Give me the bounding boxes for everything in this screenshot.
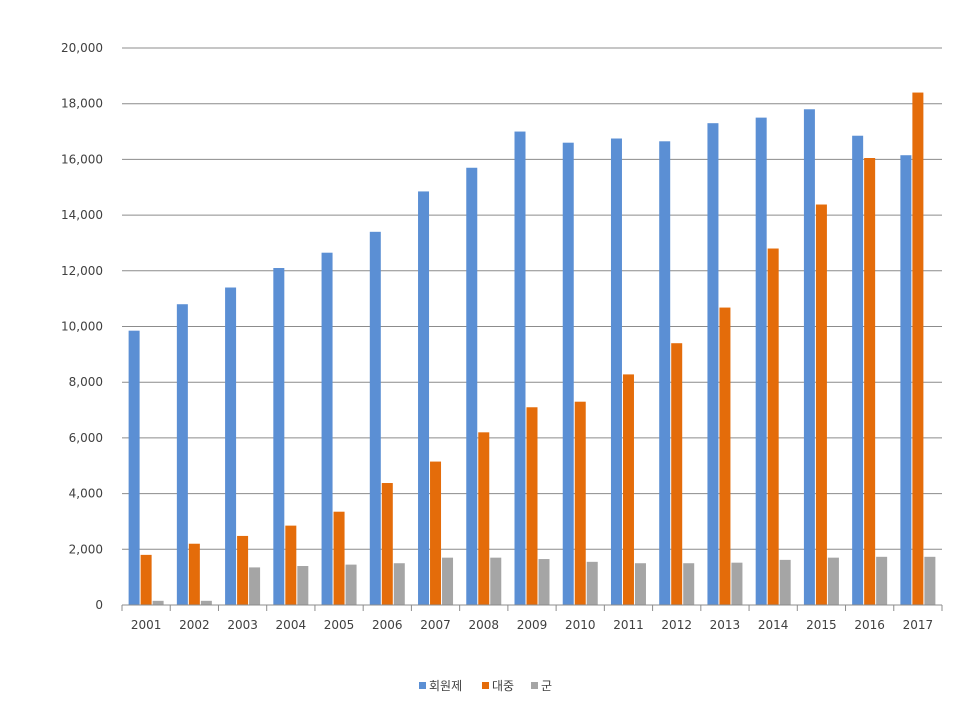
x-tick-label: 2011 — [613, 618, 644, 632]
y-tick-label: 4,000 — [69, 487, 103, 501]
bars — [128, 92, 936, 606]
x-tick-label: 2016 — [854, 618, 885, 632]
bar-군-2012 — [683, 563, 695, 605]
bar-회원제-2016 — [852, 135, 864, 606]
bar-대중-2002 — [188, 543, 200, 605]
y-tick-label: 18,000 — [61, 97, 103, 111]
bar-대중-2010 — [574, 401, 586, 605]
legend-label: 회원제 — [429, 679, 462, 693]
bar-군-2001 — [152, 600, 164, 605]
bar-군-2004 — [297, 566, 309, 605]
bar-대중-2009 — [526, 407, 538, 605]
y-tick-label: 12,000 — [61, 264, 103, 278]
x-tick-label: 2001 — [131, 618, 162, 632]
bar-군-2017 — [924, 556, 936, 605]
bar-회원제-2008 — [466, 167, 478, 605]
bar-회원제-2010 — [562, 142, 574, 605]
bar-군-2014 — [779, 559, 791, 605]
y-axis-ticks: 0 2,000 4,000 6,000 8,000 10,000 12,000 14,000 1… — [61, 41, 103, 612]
bar-군-2010 — [586, 561, 598, 605]
bar-군-2002 — [200, 600, 212, 605]
x-tick-label: 2007 — [420, 618, 451, 632]
legend-swatch — [482, 682, 489, 689]
x-tick-label: 2002 — [179, 618, 210, 632]
bar-대중-2015 — [815, 204, 827, 605]
x-tick-label: 2008 — [468, 618, 499, 632]
x-tick-label: 2015 — [806, 618, 837, 632]
bar-대중-2007 — [430, 461, 442, 605]
bar-대중-2011 — [622, 374, 634, 605]
bar-회원제-2005 — [321, 252, 333, 605]
x-tick-label: 2017 — [903, 618, 934, 632]
bar-군-2013 — [731, 562, 743, 605]
x-tick-label: 2004 — [276, 618, 307, 632]
bar-군-2006 — [393, 563, 405, 605]
legend-swatch — [531, 682, 538, 689]
bar-군-2008 — [490, 557, 502, 605]
bar-대중-2013 — [719, 307, 731, 605]
bar-대중-2005 — [333, 511, 345, 605]
legend-swatch — [419, 682, 426, 689]
y-tick-label: 8,000 — [69, 375, 103, 389]
y-tick-label: 14,000 — [61, 208, 103, 222]
bar-대중-2008 — [478, 432, 490, 605]
bar-회원제-2012 — [659, 141, 671, 606]
bar-대중-2014 — [767, 248, 779, 605]
bar-회원제-2011 — [610, 138, 622, 605]
bar-군-2003 — [249, 567, 261, 605]
bar-회원제-2003 — [225, 287, 237, 605]
bar-회원제-2014 — [755, 117, 767, 605]
bar-회원제-2013 — [707, 123, 719, 605]
legend: 회원제 대중 군 — [419, 679, 552, 693]
x-tick-label: 2005 — [324, 618, 355, 632]
bar-대중-2017 — [912, 92, 924, 605]
bar-회원제-2009 — [514, 131, 526, 606]
bar-군-2009 — [538, 559, 550, 605]
x-tick-label: 2006 — [372, 618, 403, 632]
bar-회원제-2017 — [900, 155, 912, 605]
bar-회원제-2006 — [369, 231, 381, 605]
x-tick-label: 2009 — [517, 618, 548, 632]
bar-회원제-2001 — [128, 330, 140, 605]
bar-군-2007 — [442, 557, 454, 605]
x-axis — [121, 604, 943, 611]
x-tick-label: 2013 — [710, 618, 741, 632]
bar-대중-2012 — [671, 343, 683, 605]
y-tick-label: 6,000 — [69, 431, 103, 445]
x-tick-label: 2003 — [227, 618, 258, 632]
legend-label: 군 — [541, 679, 552, 693]
x-tick-label: 2014 — [758, 618, 789, 632]
bar-회원제-2015 — [803, 109, 815, 606]
bar-군-2015 — [827, 557, 839, 605]
y-tick-label: 0 — [95, 598, 103, 612]
gridlines — [122, 47, 942, 550]
legend-label: 대중 — [492, 679, 514, 693]
bar-군-2011 — [634, 563, 646, 605]
bar-군-2016 — [876, 556, 888, 605]
bar-대중-2006 — [381, 483, 393, 605]
bar-대중-2003 — [237, 535, 249, 605]
bar-대중-2001 — [140, 554, 152, 605]
x-tick-label: 2010 — [565, 618, 596, 632]
y-tick-label: 2,000 — [69, 542, 103, 556]
x-axis-ticks: 2001 2002 2003 2004 2005 2006 2007 2008 2009 2010… — [131, 618, 933, 632]
y-tick-label: 20,000 — [61, 41, 103, 55]
bar-군-2005 — [345, 564, 357, 605]
x-tick-label: 2012 — [661, 618, 692, 632]
y-tick-label: 16,000 — [61, 152, 103, 166]
bar-회원제-2004 — [273, 268, 285, 605]
y-tick-label: 10,000 — [61, 320, 103, 334]
bar-회원제-2002 — [176, 304, 188, 605]
bar-대중-2016 — [864, 158, 876, 605]
bar-대중-2004 — [285, 525, 297, 605]
bar-회원제-2007 — [418, 191, 430, 606]
